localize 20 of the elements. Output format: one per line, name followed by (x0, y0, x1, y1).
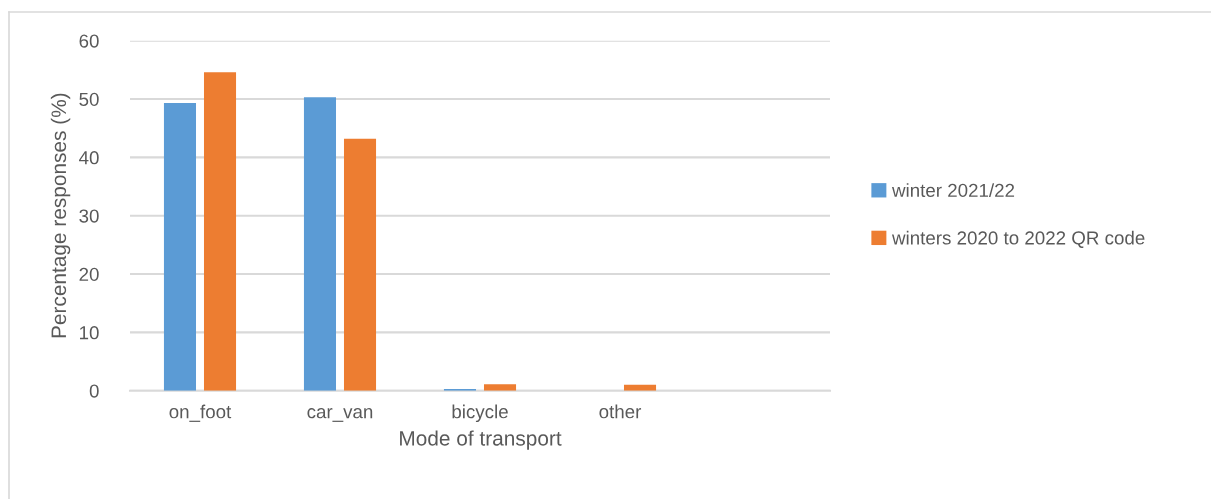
bar (163, 103, 197, 391)
y-tick-label: 20 (79, 267, 99, 282)
legend-label: winter 2021/22 (891, 183, 1015, 197)
bar (343, 138, 377, 391)
y-tick-label: 30 (79, 209, 99, 223)
bar (303, 97, 337, 391)
y-tick-label: 60 (79, 34, 99, 48)
bar (203, 72, 237, 391)
y-tick-label: 50 (79, 92, 99, 107)
y-tick-label: 0 (89, 384, 99, 398)
bar (483, 384, 517, 391)
legend-label: winters 2020 to 2022 QR code (891, 230, 1145, 248)
x-tick-label: car_van (307, 408, 373, 422)
x-tick-label: other (599, 404, 642, 419)
y-axis-title: Percentage responses (%) (50, 93, 71, 338)
x-tick-label: on_foot (169, 404, 232, 422)
y-tick-label: 10 (80, 326, 99, 340)
x-tick-label: bicycle (452, 404, 508, 423)
x-axis-title: Mode of transport (400, 430, 562, 450)
y-tick-label: 40 (79, 151, 99, 165)
